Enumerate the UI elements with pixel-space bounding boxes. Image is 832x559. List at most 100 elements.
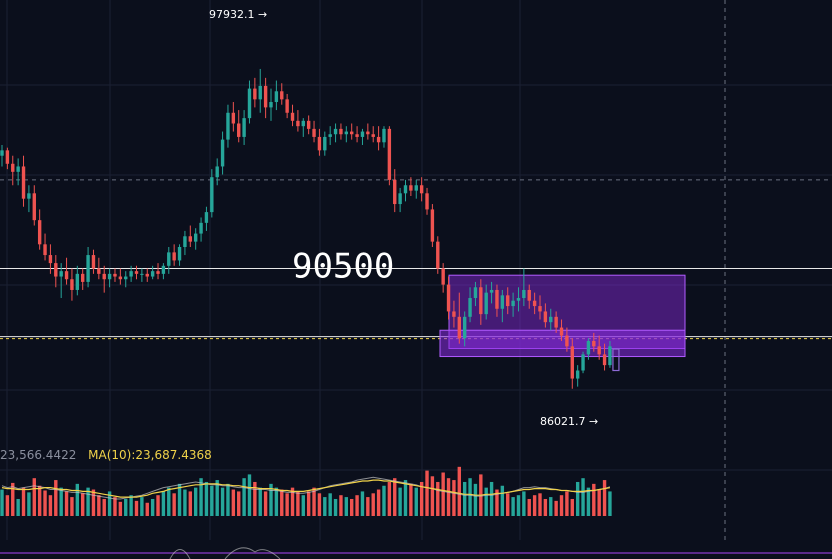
volume-bar — [414, 487, 418, 516]
volume-bar — [317, 493, 322, 516]
candle — [113, 268, 117, 282]
candle-body — [554, 316, 558, 328]
volume-bar — [263, 491, 268, 516]
volume-bar — [301, 495, 305, 516]
candle-body — [532, 300, 537, 307]
candle-body — [409, 185, 413, 191]
candle — [59, 263, 63, 299]
candle — [210, 169, 214, 218]
volume-bar — [86, 487, 90, 516]
candle — [161, 263, 166, 280]
candle-body — [81, 273, 85, 282]
candle — [387, 126, 392, 186]
candle-body — [522, 289, 526, 299]
candle-body — [75, 273, 80, 290]
volume-bar — [91, 489, 96, 516]
candle-body — [290, 112, 295, 121]
candle-body — [387, 128, 392, 180]
volume-bar — [5, 495, 10, 516]
volume-bar — [419, 481, 424, 516]
volume-bar — [371, 493, 375, 516]
candle — [538, 295, 542, 320]
candle-body — [570, 346, 574, 379]
candle-body — [495, 289, 499, 309]
candle — [495, 284, 499, 317]
candle — [436, 236, 440, 274]
candle-body — [21, 166, 26, 199]
volume-bar — [538, 493, 542, 516]
volume-bar — [183, 489, 187, 516]
candle — [333, 123, 338, 143]
candle-body — [317, 136, 322, 151]
candle-body — [97, 268, 101, 274]
candle-body — [446, 284, 451, 312]
candle — [554, 311, 558, 333]
candle — [102, 265, 106, 293]
volume-bar — [452, 480, 456, 516]
volume-bar — [565, 491, 569, 516]
candle — [414, 179, 418, 199]
candle — [11, 155, 15, 186]
volume-bar — [441, 472, 445, 516]
volume-bar — [543, 498, 548, 516]
candles — [0, 68, 620, 389]
indicator-line — [169, 547, 281, 559]
volume-bar — [462, 481, 467, 516]
volume-bar — [570, 498, 574, 516]
volume-bar — [468, 478, 472, 516]
candle — [215, 158, 219, 186]
candle — [575, 365, 580, 387]
candle-body — [468, 298, 472, 317]
candle — [145, 268, 149, 282]
candle — [602, 343, 607, 371]
candle-body — [312, 128, 316, 137]
candle — [532, 292, 537, 315]
candle-body — [559, 327, 564, 336]
candle-body — [91, 255, 96, 269]
candle-body — [59, 271, 63, 277]
volume-bar — [0, 489, 4, 516]
volume-bar — [124, 498, 128, 516]
volume-bar — [360, 491, 365, 516]
candle — [581, 351, 585, 374]
candle — [441, 263, 445, 293]
volume-bar — [549, 497, 553, 516]
candle-body — [484, 292, 488, 315]
volume-bar — [436, 481, 440, 516]
candle — [489, 281, 494, 304]
candle — [419, 177, 424, 202]
ma5-value: 23,566.4422 — [0, 448, 77, 462]
volume-bar — [296, 491, 300, 516]
candle — [21, 155, 26, 207]
ma10-line — [1, 479, 611, 498]
candle — [565, 327, 569, 352]
volume-bar — [253, 481, 257, 516]
candle-body — [64, 271, 69, 280]
candle — [247, 80, 252, 124]
candle — [317, 128, 322, 156]
candle — [452, 300, 456, 328]
volume-bar — [290, 487, 295, 516]
candle-body — [543, 311, 548, 323]
candle — [403, 179, 408, 202]
candle — [597, 335, 601, 360]
candle-body — [457, 316, 461, 339]
candle-body — [253, 88, 257, 100]
volume-bar — [328, 493, 332, 516]
candle-body — [500, 295, 505, 309]
candle — [559, 319, 564, 341]
volume-bar — [134, 500, 139, 516]
candle — [393, 169, 397, 213]
labels: 90500 97932.1 → 86021.7 → — [209, 8, 598, 428]
level-label: 90500 — [292, 246, 394, 286]
volume-bar — [457, 466, 461, 516]
volume-bar — [446, 478, 451, 516]
volume-bar — [597, 489, 601, 516]
candle-body — [16, 166, 20, 172]
candle-body — [339, 128, 343, 135]
volume-bar — [489, 481, 494, 516]
candle-body — [425, 193, 429, 210]
volume-bar — [59, 487, 63, 516]
volume-bar — [81, 493, 85, 516]
volume-bar — [167, 487, 171, 516]
